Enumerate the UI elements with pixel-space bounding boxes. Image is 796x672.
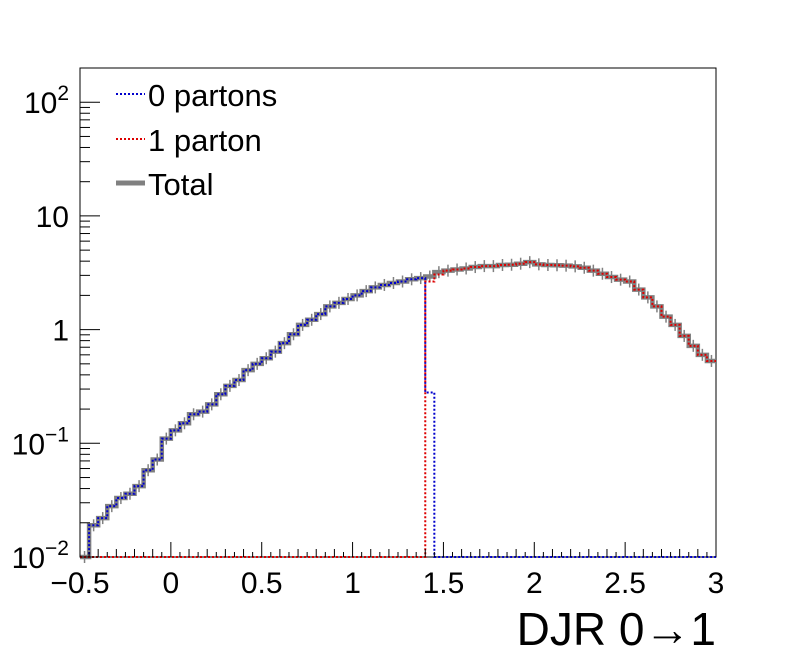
legend: 0 partons 1 parton Total [116,78,277,202]
y-tick-label: 10 [36,201,69,234]
x-tick-label: 1.5 [423,567,465,600]
x-tick-label: 2.5 [604,567,646,600]
series-0-partons [80,277,716,558]
x-tick-label: 0 [163,567,180,600]
series-line [80,261,716,558]
legend-entry: 0 partons [116,78,277,113]
series-line [80,259,716,560]
legend-label: 0 partons [148,78,277,113]
x-tick-label: 1 [344,567,361,600]
x-tick-label: −0.5 [50,567,109,600]
y-tick-label: 102 [24,82,69,120]
y-tick-label: 1 [52,315,69,348]
legend-label: Total [148,167,213,202]
x-axis: −0.5 0 0.5 1 1.5 2 2.5 3 [50,542,724,600]
legend-entry: Total [116,167,213,202]
legend-entry: 1 parton [116,123,262,158]
y-tick-label: 10−1 [12,423,69,461]
series-line [80,277,716,558]
y-axis: 10−2 10−1 1 10 102 [12,67,100,575]
series-total [80,256,716,563]
series-layer [80,256,716,563]
x-tick-label: 3 [708,567,725,600]
y-tick-label: 10−2 [12,537,69,575]
x-axis-title: DJR 0→1 [517,603,716,655]
series-1-parton [80,261,716,558]
x-tick-label: 2 [526,567,543,600]
x-tick-label: 0.5 [241,567,283,600]
legend-label: 1 parton [148,123,262,158]
